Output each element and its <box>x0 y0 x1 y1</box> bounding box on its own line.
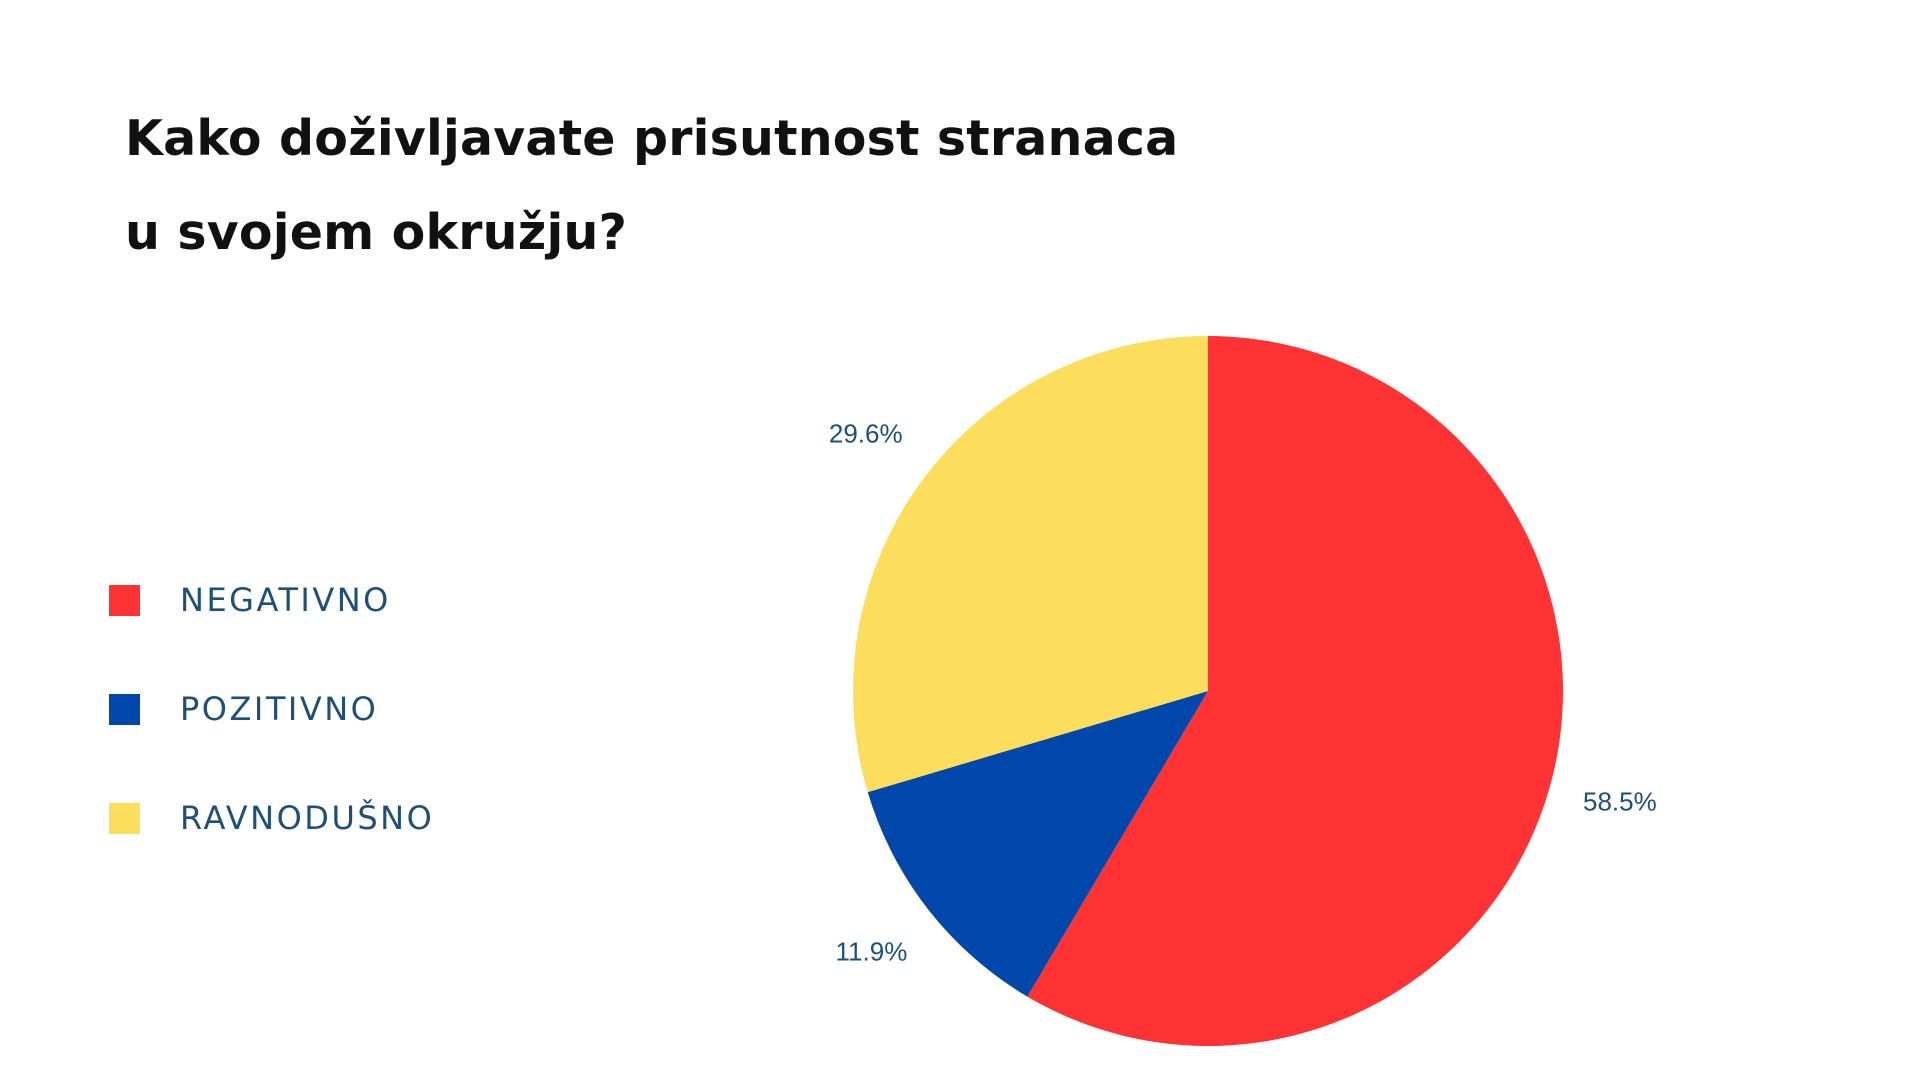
pie-slice-ravnodusno <box>853 336 1208 793</box>
pie-labels: 58.5% 11.9% 29.6% <box>829 419 1657 967</box>
legend-label-negativno: NEGATIVNO <box>180 581 391 619</box>
legend-swatch-negativno <box>109 584 140 616</box>
legend-label-pozitivno: POZITIVNO <box>180 690 379 728</box>
pie-slices <box>853 336 1564 1046</box>
legend-item-pozitivno: POZITIVNO <box>109 687 434 731</box>
chart-title-line-2: u svojem okružju? <box>125 204 628 261</box>
legend-item-negativno: NEGATIVNO <box>109 578 434 622</box>
slice-label-ravnodusno: 29.6% <box>829 419 903 449</box>
legend: NEGATIVNO POZITIVNO RAVNODUŠNO <box>109 578 434 905</box>
chart-title-line-1: Kako doživljavate prisutnost stranaca <box>125 110 1179 167</box>
legend-label-ravnodusno: RAVNODUŠNO <box>180 799 435 837</box>
pie-slice-negativno <box>1027 336 1564 1046</box>
chart-title: Kako doživljavate prisutnost stranaca u … <box>125 92 1178 280</box>
slice-label-pozitivno: 11.9% <box>836 937 908 967</box>
pie-slice-pozitivno <box>867 691 1208 997</box>
legend-swatch-ravnodusno <box>109 802 140 834</box>
legend-swatch-pozitivno <box>109 693 140 725</box>
slice-label-negativno: 58.5% <box>1583 787 1657 817</box>
legend-item-ravnodusno: RAVNODUŠNO <box>109 796 434 840</box>
